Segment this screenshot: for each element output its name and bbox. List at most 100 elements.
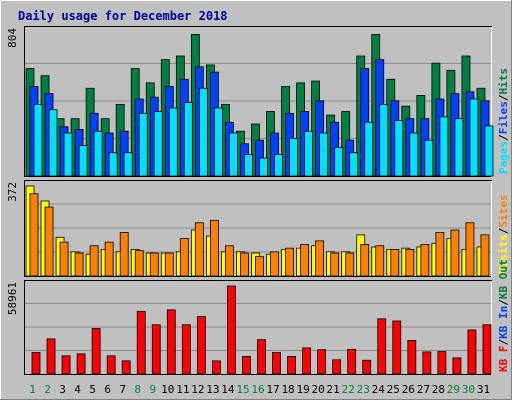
bar-kbytes-kb-f-day-23 [362, 359, 372, 375]
bar-kbytes-kb-f-day-26 [407, 340, 417, 375]
bar-pages-files-hits-pages-day-10 [168, 107, 178, 177]
bar-sites-visits-sites-day-4 [74, 252, 84, 277]
bar-sites-visits-sites-day-10 [164, 252, 174, 277]
x-tick-label-day-27: 27 [417, 383, 430, 396]
x-tick-label-day-20: 20 [312, 383, 325, 396]
bar-pages-files-hits-pages-day-22 [349, 152, 359, 177]
bar-sites-visits-sites-day-31 [480, 234, 490, 277]
x-tick-label-day-6: 6 [104, 383, 111, 396]
bar-kbytes-kb-f-day-28 [437, 351, 447, 375]
x-tick-label-day-23: 23 [357, 383, 370, 396]
bar-sites-visits-sites-day-24 [375, 245, 385, 277]
bar-sites-visits-sites-day-16 [255, 256, 264, 277]
legend-item-kbytes-0: KB F [497, 346, 510, 373]
x-tick-label-day-17: 17 [266, 383, 279, 396]
bar-pages-files-hits-pages-day-7 [123, 152, 133, 177]
bar-sites-visits-sites-day-5 [89, 245, 99, 277]
bar-kbytes-kb-f-day-11 [181, 324, 191, 375]
bar-pages-files-hits-pages-day-28 [439, 116, 449, 177]
x-tick-label-day-25: 25 [387, 383, 400, 396]
x-tick-label-day-11: 11 [176, 383, 189, 396]
bar-kbytes-kb-f-day-29 [452, 357, 462, 375]
bar-pages-files-hits-pages-day-21 [334, 146, 344, 177]
bar-sites-visits-sites-day-21 [330, 252, 340, 277]
bar-pages-files-hits-pages-day-23 [364, 121, 374, 177]
bar-sites-visits-sites-day-25 [390, 248, 400, 277]
bar-sites-visits-sites-day-20 [315, 240, 325, 277]
legend-item-pages-files-hits-2: Files [497, 101, 510, 134]
x-tick-label-day-22: 22 [342, 383, 355, 396]
bar-sites-visits-sites-day-30 [465, 222, 475, 277]
legend-kbytes: KB F/KB In/KB Out [497, 259, 510, 372]
legend-item-kbytes-2: KB In [497, 306, 510, 339]
x-tick-label-day-14: 14 [221, 383, 235, 396]
bar-pages-files-hits-pages-day-16 [259, 157, 268, 177]
bar-sites-visits-sites-day-17 [270, 251, 279, 277]
x-tick-label-day-2: 2 [44, 383, 51, 396]
bar-kbytes-kb-f-day-16 [257, 339, 266, 375]
legend-item-pages-files-hits-4: Hits [497, 68, 510, 95]
legend-item-pages-files-hits-3: / [497, 94, 510, 101]
x-tick-label-day-7: 7 [119, 383, 126, 396]
legend-item-pages-files-hits-0: Pages [497, 141, 510, 174]
x-tick-label-day-15: 15 [236, 383, 249, 396]
bar-pages-files-hits-pages-day-14 [229, 132, 238, 177]
bar-pages-files-hits-pages-day-4 [78, 145, 88, 177]
x-tick-label-day-10: 10 [161, 383, 174, 396]
legend-item-kbytes-3: / [497, 299, 510, 306]
bar-pages-files-hits-pages-day-13 [213, 107, 223, 177]
bar-pages-files-hits-pages-day-17 [274, 154, 283, 177]
bar-sites-visits-sites-day-8 [134, 250, 144, 277]
bar-sites-visits-sites-day-9 [149, 252, 159, 277]
legend-item-kbytes-4: KB Out [497, 259, 510, 299]
bar-kbytes-kb-f-day-31 [482, 324, 492, 375]
x-tick-label-day-9: 9 [149, 383, 156, 396]
bar-sites-visits-sites-day-26 [405, 248, 415, 277]
x-tick-label-day-30: 30 [462, 383, 475, 396]
x-tick-label-day-19: 19 [296, 383, 309, 396]
bar-pages-files-hits-pages-day-5 [93, 130, 103, 177]
bar-kbytes-kb-f-day-13 [211, 360, 221, 375]
x-tick-label-day-16: 16 [251, 383, 264, 396]
bar-kbytes-kb-f-day-27 [422, 351, 432, 375]
chart-title: Daily usage for December 2018 [18, 9, 228, 23]
bar-kbytes-kb-f-day-3 [61, 355, 71, 375]
bar-pages-files-hits-pages-day-26 [409, 132, 419, 177]
bar-pages-files-hits-pages-day-31 [484, 125, 494, 177]
x-tick-label-day-1: 1 [29, 383, 36, 396]
x-tick-label-day-31: 31 [477, 383, 490, 396]
bar-sites-visits-sites-day-19 [300, 244, 309, 277]
bar-sites-visits-sites-day-28 [435, 232, 445, 277]
legend-item-pages-files-hits-1: / [497, 134, 510, 141]
bar-sites-visits-sites-day-7 [119, 232, 129, 277]
ymax-label-kbytes: 58961 [6, 282, 19, 315]
bar-sites-visits-sites-day-14 [225, 245, 234, 277]
bar-sites-visits-sites-day-11 [179, 238, 189, 277]
bar-sites-visits-sites-day-12 [194, 222, 204, 277]
legend-pages-files-hits: Pages/Files/Hits [497, 68, 510, 174]
bar-pages-files-hits-pages-day-19 [304, 130, 313, 177]
x-tick-label-day-29: 29 [447, 383, 460, 396]
bar-kbytes-kb-f-day-25 [392, 320, 402, 375]
bar-kbytes-kb-f-day-20 [317, 349, 327, 375]
ymax-label-pages-files-hits: 804 [6, 28, 19, 48]
bar-kbytes-kb-f-day-18 [287, 355, 296, 375]
bar-pages-files-hits-pages-day-8 [138, 112, 148, 177]
bar-kbytes-kb-f-day-1 [31, 351, 41, 375]
bar-kbytes-kb-f-day-2 [46, 338, 56, 375]
bar-kbytes-kb-f-day-7 [121, 360, 131, 375]
bar-sites-visits-sites-day-27 [420, 244, 430, 277]
bar-kbytes-kb-f-day-30 [467, 329, 477, 375]
bar-kbytes-kb-f-day-6 [106, 355, 116, 375]
bar-pages-files-hits-pages-day-30 [469, 98, 479, 177]
bar-sites-visits-sites-day-3 [59, 241, 69, 277]
bar-sites-visits-sites-day-15 [240, 252, 249, 277]
legend-item-kbytes-1: / [497, 339, 510, 346]
x-tick-label-day-3: 3 [59, 383, 66, 396]
bar-pages-files-hits-pages-day-6 [108, 152, 118, 177]
bar-sites-visits-sites-day-6 [104, 241, 114, 277]
bar-pages-files-hits-pages-day-15 [244, 154, 253, 177]
